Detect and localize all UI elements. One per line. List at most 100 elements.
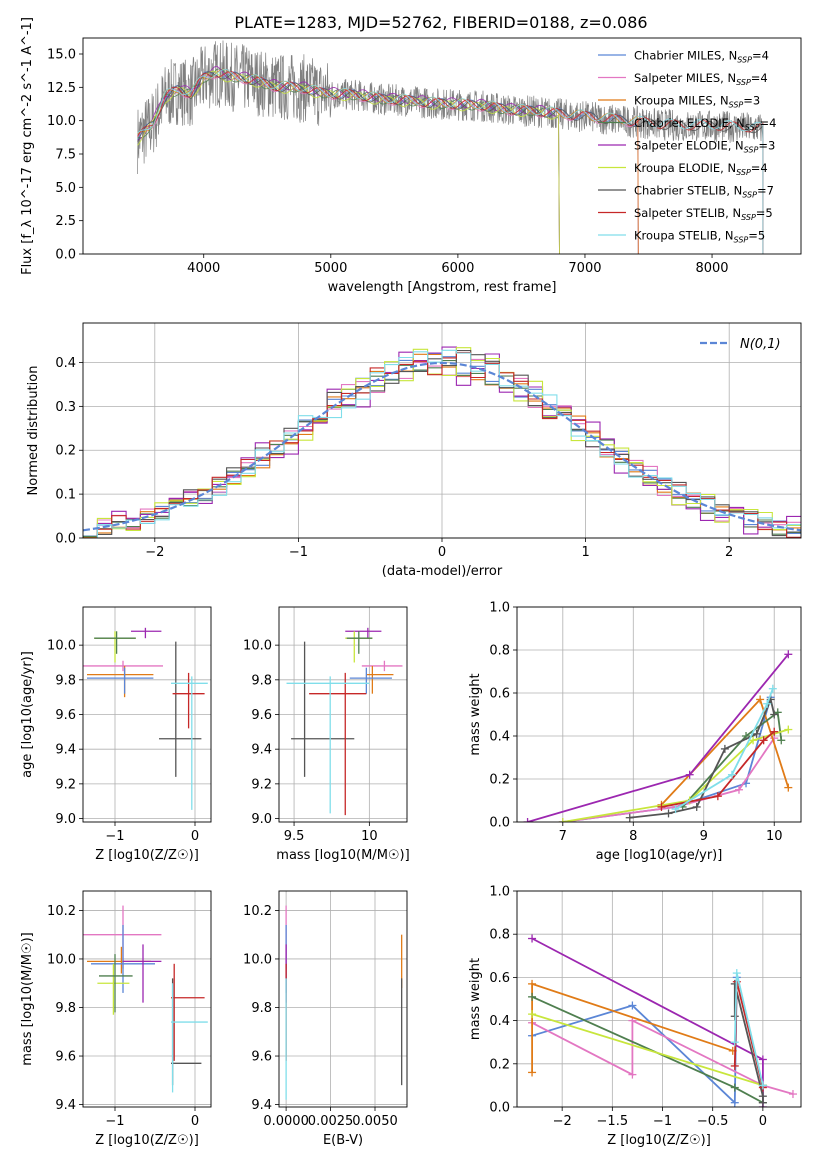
y-axis-label: mass [log10(M/M☉)]: [20, 932, 35, 1065]
weight-marker: [528, 1068, 537, 1077]
errorbar-point: [87, 667, 154, 694]
y-tick-label: 9.8: [251, 673, 272, 688]
plot-area-mass_vs_Z: [83, 905, 208, 1093]
y-tick-label: 0.1: [55, 488, 76, 503]
x-tick-label: 0.0050: [352, 1114, 398, 1129]
y-tick-label: 10.0: [243, 952, 272, 967]
x-axis-label: age [log10(age/yr)]: [596, 848, 723, 863]
weight-marker: [730, 1083, 739, 1092]
weight-series: [661, 731, 775, 808]
x-tick-label: 1: [581, 545, 589, 560]
errorbar-point: [309, 672, 367, 816]
legend-label: Salpeter ELODIE, NSSP=3: [634, 139, 775, 155]
histogram-series: [83, 349, 801, 538]
errorbar-point: [346, 631, 373, 654]
weight-marker: [730, 1061, 739, 1070]
y-tick-label: 0.3: [55, 400, 76, 415]
panel-weight_vs_age: 7 8 9 10 0.0 0.2 0.4 0.6 0.8 1.0 age [log10(age/yr…: [468, 601, 802, 863]
weight-marker: [692, 802, 701, 811]
legend-label: Kroupa ELODIE, NSSP=4: [634, 161, 768, 177]
x-tick-label: 7000: [568, 261, 601, 276]
weight-marker: [758, 1098, 767, 1107]
errorbar-point: [171, 978, 202, 1086]
y-tick-label: 0.6: [489, 971, 510, 986]
errorbar-point: [349, 667, 392, 694]
axes-frame: [82, 37, 802, 255]
errorbar-point: [159, 641, 202, 777]
histogram-series: [83, 351, 801, 538]
weight-marker: [770, 727, 779, 736]
y-tick-label: 2.5: [55, 214, 76, 229]
plot-area-age_vs_Z: [83, 627, 208, 810]
y-tick-label: 15.0: [47, 48, 76, 63]
x-axis-label: (data-model)/error: [382, 564, 503, 579]
axes-frame: [82, 322, 802, 539]
errorbar-point: [97, 963, 130, 1015]
weight-marker: [528, 934, 537, 943]
plot-area-mass_vs_ebv: [285, 905, 403, 1100]
axes-frame: [516, 890, 802, 1108]
plot-area-residuals: [83, 346, 801, 538]
x-tick-label: 4000: [187, 261, 220, 276]
weight-marker: [685, 770, 694, 779]
y-tick-label: 9.6: [55, 1050, 76, 1065]
weight-marker: [558, 818, 567, 822]
axes-frame: [82, 606, 212, 823]
errorbar-point: [91, 924, 155, 993]
y-tick-label: 0.2: [489, 773, 510, 788]
x-tick-label: −2: [553, 1114, 572, 1129]
x-axis-label: Z [log10(Z/Z☉)]: [607, 1133, 711, 1148]
x-axis-label: E(B-V): [323, 1133, 363, 1148]
weight-marker: [758, 1055, 767, 1064]
y-tick-label: 0.4: [489, 1014, 510, 1029]
y-axis-label: Flux [f_λ 10^-17 erg cm^-2 s^-1 A^-1]: [20, 17, 35, 275]
weight-marker: [523, 818, 532, 822]
panel-residuals: −2 −1 0 1 2 0.0 0.1 0.2 0.3 0.4 (data-model)/error…: [26, 322, 802, 579]
model-spectrum: [137, 70, 560, 254]
weight-marker: [528, 992, 537, 1001]
y-tick-label: 0.2: [55, 444, 76, 459]
y-tick-label: 9.6: [251, 1050, 272, 1065]
panel-age_vs_Z: −1 0 9.0 9.2 9.4 9.6 9.8 10.0 Z [log10(Z/Z☉)] age…: [20, 606, 212, 863]
errorbar-point: [172, 672, 205, 729]
x-tick-label: −1: [105, 1114, 124, 1129]
weight-marker: [784, 725, 793, 734]
panel-weight_vs_Z: −2 −1.5 −1 −0.5 0 0.0 0.2 0.4 0.6 0.8 1.0 Z [log10(…: [468, 885, 802, 1148]
legend-label: Kroupa MILES, NSSP=3: [634, 94, 760, 110]
weight-marker: [528, 1010, 537, 1019]
axes-frame: [278, 890, 408, 1108]
gaussian-curve: [83, 361, 801, 532]
errorbar-point: [94, 631, 136, 663]
x-tick-label: 10: [361, 829, 378, 844]
weight-marker: [734, 785, 743, 794]
y-tick-label: 10.2: [243, 904, 272, 919]
y-tick-label: 0.0: [55, 248, 76, 263]
y-tick-label: 12.5: [47, 81, 76, 96]
x-tick-label: −2: [145, 545, 164, 560]
panel-spectrum: 4000 5000 6000 7000 8000 0.0 2.5 5.0 7.5 10.0 12.5…: [20, 17, 802, 295]
x-tick-label: −1: [653, 1114, 672, 1129]
panel-mass_vs_Z: −1 0 9.4 9.6 9.8 10.0 10.2 Z [log10(Z/Z☉)] mass …: [20, 890, 212, 1148]
y-tick-label: 9.6: [55, 708, 76, 723]
weight-marker: [628, 1001, 637, 1010]
errorbar-point: [171, 963, 205, 1061]
weight-marker: [657, 802, 666, 811]
y-tick-label: 0.8: [489, 644, 510, 659]
y-tick-label: 0.0: [55, 532, 76, 547]
x-tick-label: 0: [759, 1114, 767, 1129]
plot-area-weight_vs_age: [523, 650, 793, 822]
x-tick-label: 7: [559, 829, 567, 844]
y-tick-label: 9.0: [55, 812, 76, 827]
y-tick-label: 0.4: [55, 356, 76, 371]
x-tick-label: 0: [438, 545, 446, 560]
weight-marker: [784, 783, 793, 792]
y-tick-label: 9.0: [251, 812, 272, 827]
weight-marker: [768, 684, 777, 693]
x-tick-label: 5000: [314, 261, 347, 276]
model-spectrum: [137, 71, 764, 254]
weight-marker: [777, 736, 786, 745]
y-tick-label: 0.4: [489, 730, 510, 745]
y-tick-label: 9.4: [251, 743, 272, 758]
weight-marker: [758, 1081, 767, 1090]
